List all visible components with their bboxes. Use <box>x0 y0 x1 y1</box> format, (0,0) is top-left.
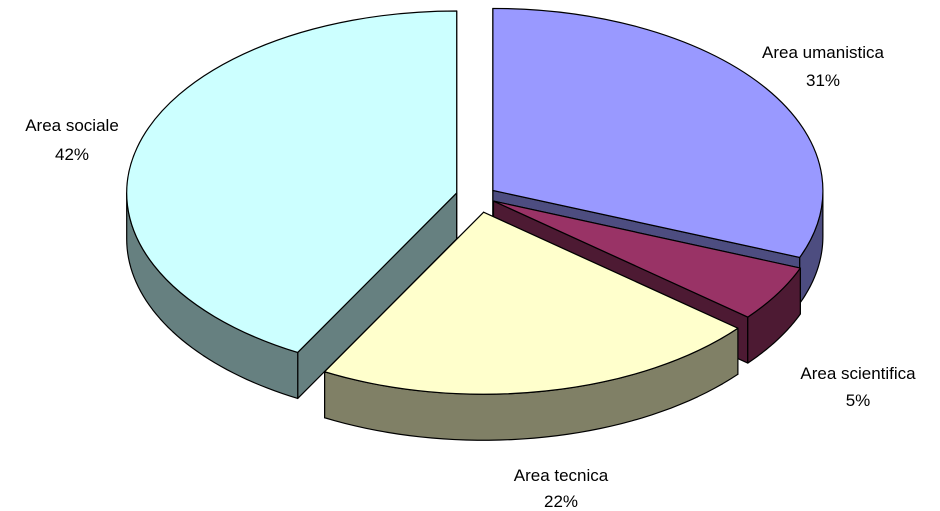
slice-label-name: Area umanistica <box>762 43 884 62</box>
pie-slice-2 <box>492 200 801 318</box>
slice-label-percent: 22% <box>544 492 578 511</box>
slice-label-name: Area sociale <box>25 116 119 135</box>
slice-label-percent: 31% <box>806 71 840 90</box>
slice-label-percent: 5% <box>846 391 871 410</box>
slice-label-name: Area tecnica <box>514 466 609 485</box>
pie-slice-4 <box>126 10 458 354</box>
pie-slice-1 <box>492 7 824 259</box>
pie-slice-3 <box>324 211 739 395</box>
slice-label-name: Area scientifica <box>800 364 916 383</box>
slice-label-percent: 42% <box>55 145 89 164</box>
